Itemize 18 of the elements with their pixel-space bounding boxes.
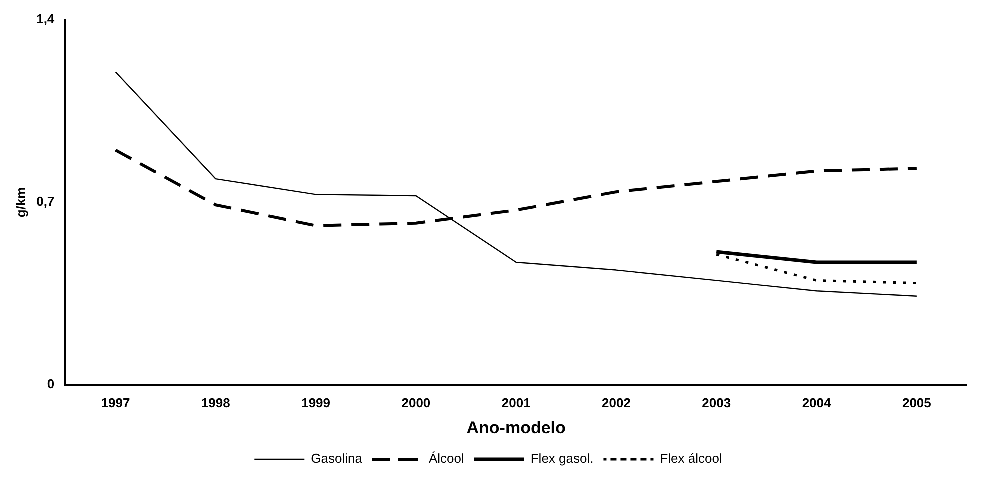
legend-label: Flex álcool [660,451,722,466]
x-tick-label: 1999 [302,395,330,410]
x-tick-label: 2003 [702,395,732,410]
x-tick-label: 1997 [101,395,130,410]
x-axis-title: Ano-modelo [466,418,566,438]
legend-label: Flex gasol. [530,451,594,466]
y-tick-label: 1,4 [36,12,56,27]
x-tick-label: 2002 [602,395,631,410]
legend-label: Álcool [428,451,464,466]
legend-label: Gasolina [311,451,364,466]
y-tick-label: 0,7 [36,194,55,210]
x-tick-label: 2001 [502,395,531,410]
x-tick-label: 2004 [802,395,832,410]
x-tick-label: 1998 [201,395,230,410]
x-tick-label: 2005 [902,395,932,410]
y-axis-title: g/km [13,187,28,218]
y-tick-label: 0 [47,376,55,392]
x-tick-label: 2000 [402,395,431,410]
